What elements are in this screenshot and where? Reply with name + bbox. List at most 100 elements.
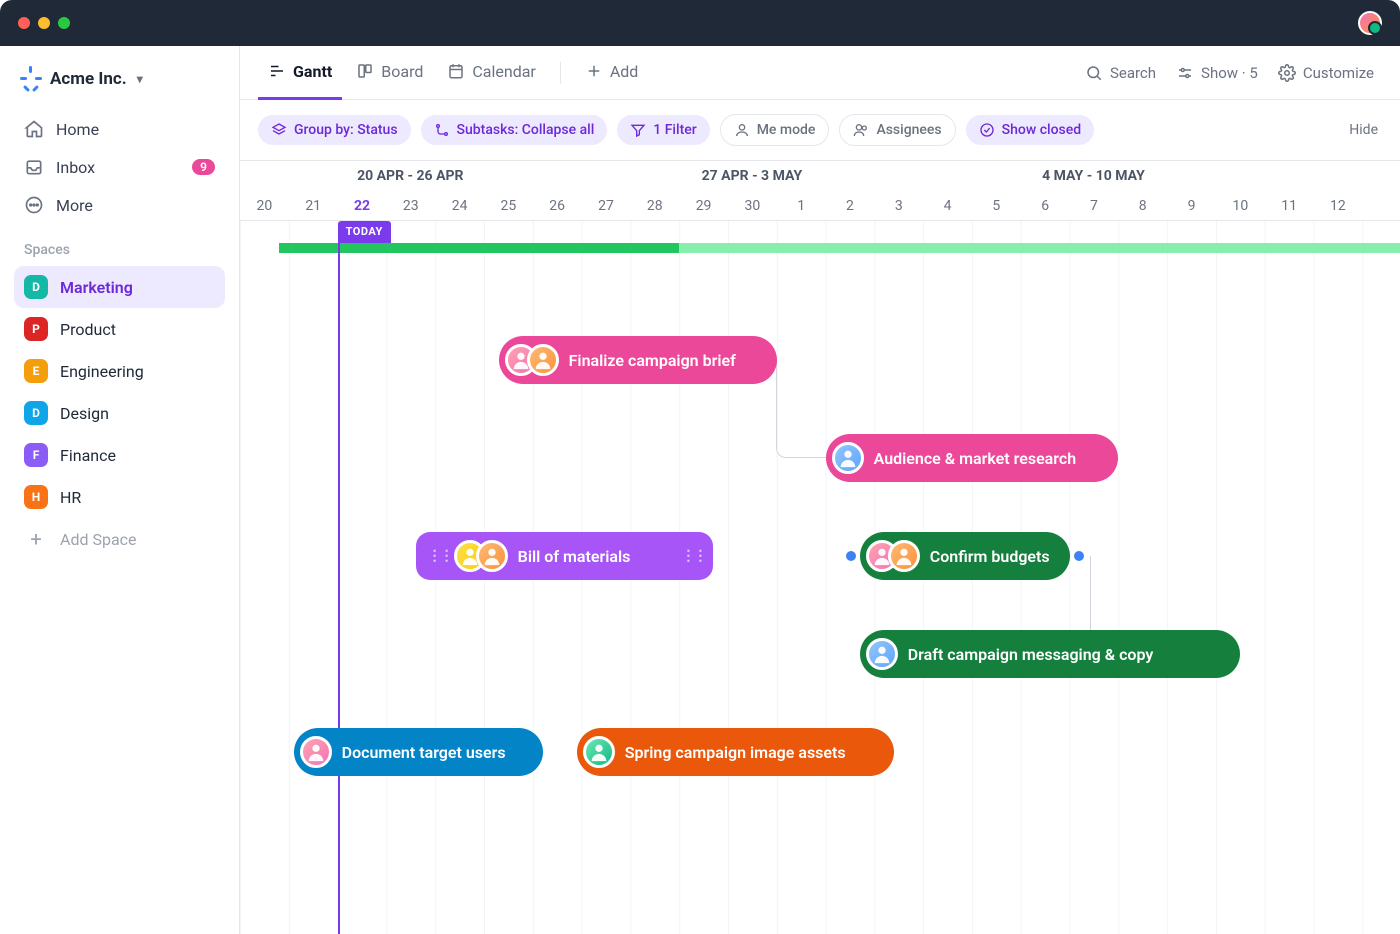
chip-label: Subtasks: Collapse all [457, 122, 595, 138]
nav-inbox[interactable]: Inbox 9 [14, 148, 225, 186]
avatar [583, 736, 615, 768]
task-title: Bill of materials [518, 547, 631, 566]
nav-more[interactable]: More [14, 186, 225, 224]
tab-gantt[interactable]: Gantt [258, 46, 342, 100]
sidebar-space-engineering[interactable]: E Engineering [14, 350, 225, 392]
dependency-connector [776, 360, 827, 458]
space-name: Engineering [60, 362, 144, 381]
window-titlebar [0, 0, 1400, 46]
dependency-handle[interactable] [846, 551, 856, 561]
minimize-window-icon[interactable] [38, 17, 50, 29]
task-bar[interactable]: Draft campaign messaging & copy [860, 630, 1241, 678]
chevron-down-icon: ▾ [137, 72, 143, 86]
drag-handle-icon[interactable]: ⋮⋮ [428, 548, 444, 564]
sidebar-space-hr[interactable]: HHR [14, 476, 225, 518]
space-chip: P [24, 317, 48, 341]
tab-add-view[interactable]: Add [575, 46, 648, 100]
tab-board[interactable]: Board [346, 46, 433, 100]
day-label: 22 [338, 191, 387, 220]
maximize-window-icon[interactable] [58, 17, 70, 29]
space-chip: E [24, 359, 48, 383]
user-avatar[interactable] [1358, 11, 1382, 35]
dependency-handle[interactable] [1074, 551, 1084, 561]
drag-handle-icon[interactable]: ⋮⋮ [681, 548, 697, 564]
people-icon [853, 122, 869, 138]
nav-label: Inbox [56, 158, 95, 177]
assignee-avatars [505, 344, 559, 376]
tab-label: Calendar [472, 62, 535, 81]
person-icon [734, 122, 750, 138]
day-label: 5 [972, 191, 1021, 220]
inbox-badge: 9 [192, 159, 215, 175]
add-space[interactable]: + Add Space [14, 518, 225, 560]
week-label: 20 APR - 26 APR [240, 161, 582, 191]
main-content: Gantt Board Calendar Add Search [240, 46, 1400, 934]
assignee-avatars [300, 736, 332, 768]
space-name: Design [60, 404, 109, 423]
day-label: 28 [630, 191, 679, 220]
day-label: 30 [728, 191, 777, 220]
gear-icon [1278, 64, 1296, 82]
task-title: Document target users [342, 743, 506, 762]
customize-button[interactable]: Customize [1270, 64, 1382, 82]
task-bar[interactable]: Spring campaign image assets [577, 728, 894, 776]
avatar [832, 442, 864, 474]
sidebar-space-product[interactable]: P Product [14, 308, 225, 350]
week-label: 27 APR - 3 MAY [582, 161, 924, 191]
search-button[interactable]: Search [1077, 64, 1164, 82]
sidebar-space-marketing[interactable]: DMarketing [14, 266, 225, 308]
assignee-avatars [832, 442, 864, 474]
assignee-avatars [583, 736, 615, 768]
space-chip: H [24, 485, 48, 509]
task-bar[interactable]: Document target users [294, 728, 543, 776]
task-bar[interactable]: Confirm budgets [860, 532, 1070, 580]
filter-chip[interactable]: 1 Filter [617, 115, 709, 145]
day-label: 27 [582, 191, 631, 220]
subtasks-icon [434, 122, 450, 138]
task-bar[interactable]: ⋮⋮ Bill of materials ⋮⋮ [416, 532, 714, 580]
home-icon [24, 119, 44, 139]
assignees-chip[interactable]: Assignees [839, 114, 955, 146]
sidebar-space-design[interactable]: DDesign [14, 392, 225, 434]
assignee-avatars [866, 638, 898, 670]
show-button[interactable]: Show · 5 [1168, 64, 1266, 82]
me-mode-chip[interactable]: Me mode [720, 114, 830, 146]
day-label: 4 [923, 191, 972, 220]
space-name: Product [60, 320, 116, 339]
inbox-icon [24, 157, 44, 177]
avatar [866, 638, 898, 670]
tab-label: Board [381, 62, 423, 81]
day-label: 25 [484, 191, 533, 220]
tab-label: Gantt [293, 62, 332, 81]
nav-home[interactable]: Home [14, 110, 225, 148]
more-icon [24, 195, 44, 215]
chip-label: Show closed [1002, 122, 1081, 138]
close-window-icon[interactable] [18, 17, 30, 29]
search-icon [1085, 64, 1103, 82]
week-label: 4 MAY - 10 MAY [923, 161, 1265, 191]
sidebar: Acme Inc. ▾ Home Inbox 9 More Spaces DMa… [0, 46, 240, 934]
tab-label: Add [610, 62, 638, 81]
tab-calendar[interactable]: Calendar [437, 46, 545, 100]
show-closed-chip[interactable]: Show closed [966, 115, 1094, 145]
assignee-avatars [866, 540, 920, 572]
sidebar-space-finance[interactable]: FFinance [14, 434, 225, 476]
logo-icon [20, 68, 42, 90]
task-title: Confirm budgets [930, 547, 1050, 566]
workspace-switcher[interactable]: Acme Inc. ▾ [14, 64, 225, 94]
task-bar[interactable]: Audience & market research [826, 434, 1119, 482]
group-by-chip[interactable]: Group by: Status [258, 115, 411, 145]
task-bar[interactable]: Finalize campaign brief [499, 336, 777, 384]
hide-filters-button[interactable]: Hide [1349, 122, 1382, 138]
gantt-timeline[interactable]: 20 APR - 26 APR27 APR - 3 MAY4 MAY - 10 … [240, 160, 1400, 934]
task-title: Finalize campaign brief [569, 351, 736, 370]
traffic-lights [18, 17, 70, 29]
search-label: Search [1110, 64, 1156, 82]
week-header: 20 APR - 26 APR27 APR - 3 MAY4 MAY - 10 … [240, 161, 1400, 191]
sliders-icon [1176, 64, 1194, 82]
day-label: 20 [240, 191, 289, 220]
calendar-icon [447, 62, 465, 80]
progress-remaining [679, 243, 1400, 253]
check-circle-icon [979, 122, 995, 138]
subtasks-chip[interactable]: Subtasks: Collapse all [421, 115, 608, 145]
